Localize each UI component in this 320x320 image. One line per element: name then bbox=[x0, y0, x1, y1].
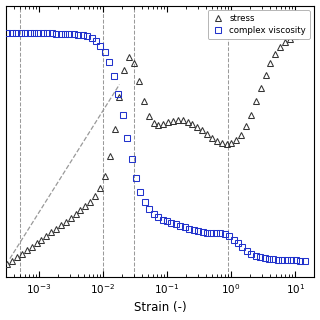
complex viscosity bbox=[294, 259, 298, 262]
stress bbox=[186, 120, 189, 124]
complex viscosity bbox=[303, 259, 307, 262]
complex viscosity bbox=[272, 258, 276, 261]
complex viscosity bbox=[76, 33, 80, 36]
stress bbox=[5, 262, 9, 266]
stress bbox=[84, 204, 87, 208]
stress bbox=[303, 31, 307, 35]
stress bbox=[298, 33, 301, 36]
complex viscosity bbox=[179, 224, 182, 228]
complex viscosity bbox=[72, 32, 76, 36]
X-axis label: Strain (-): Strain (-) bbox=[134, 301, 186, 315]
stress bbox=[30, 245, 34, 249]
Line: stress: stress bbox=[5, 31, 307, 267]
Line: complex viscosity: complex viscosity bbox=[5, 31, 307, 263]
Legend: stress, complex viscosity: stress, complex viscosity bbox=[208, 10, 310, 39]
stress bbox=[264, 73, 268, 76]
stress bbox=[64, 220, 68, 224]
complex viscosity bbox=[5, 31, 9, 35]
complex viscosity bbox=[174, 222, 178, 226]
